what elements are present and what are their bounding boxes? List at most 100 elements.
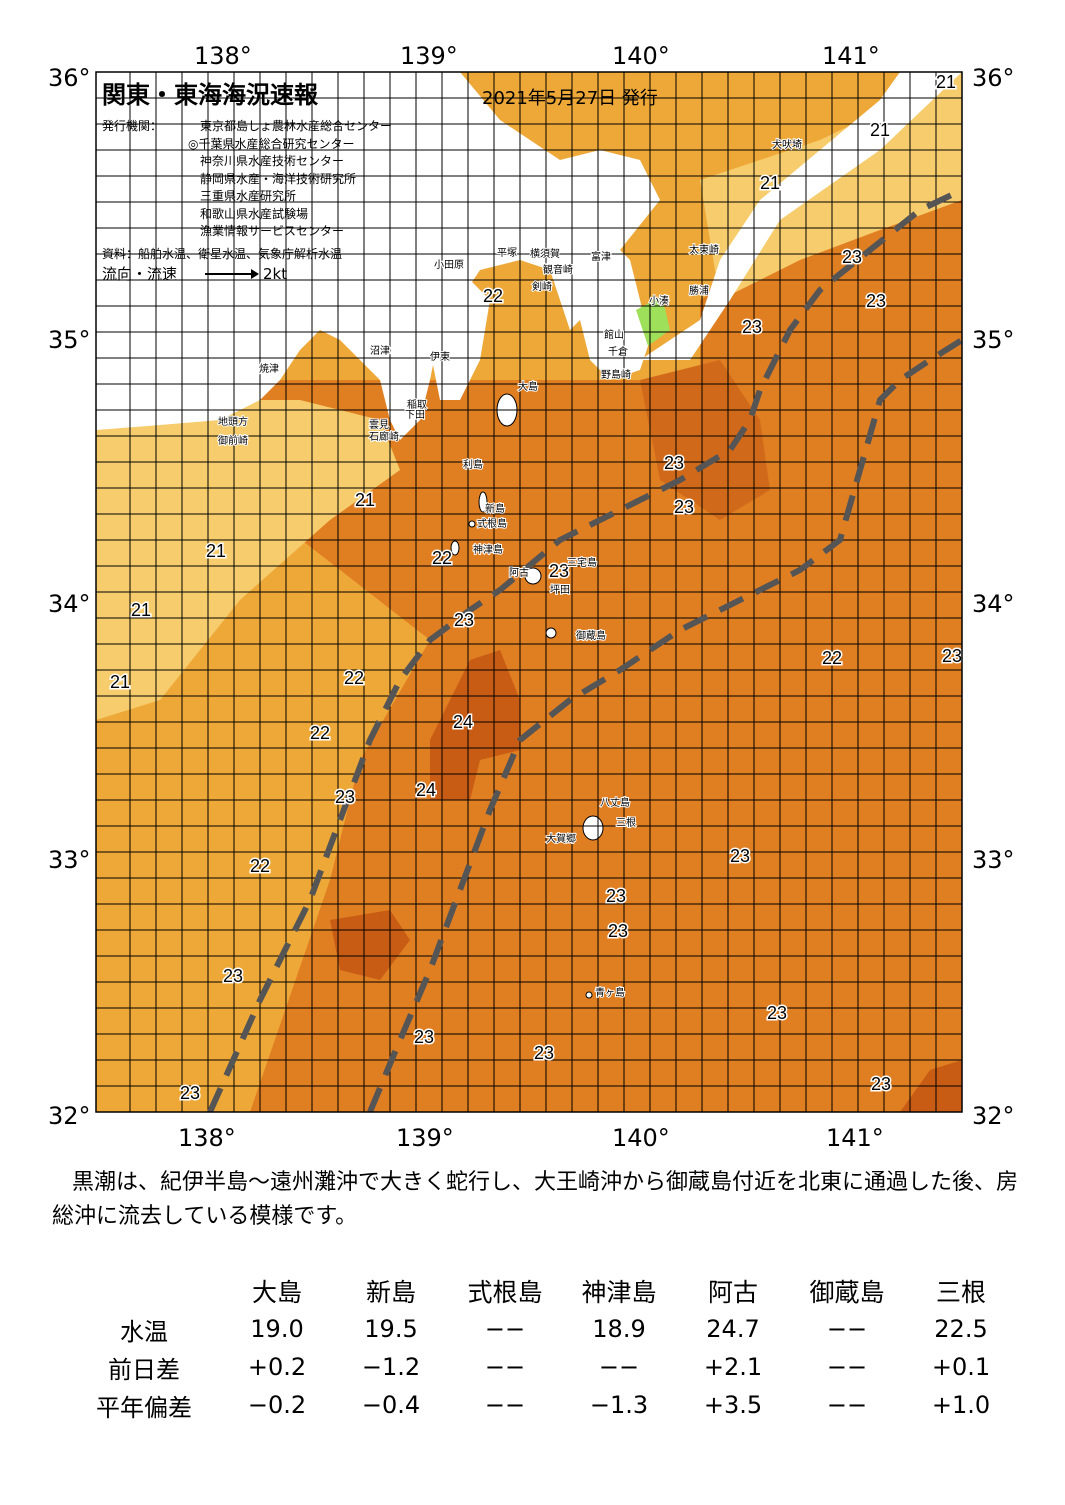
lat-label-34-right: 34°	[972, 590, 1015, 618]
place-label: 神津島	[473, 543, 503, 556]
place-label: 館山	[604, 328, 624, 341]
place-label: 焼津	[259, 363, 279, 375]
place-label: 大島	[518, 380, 538, 393]
temp-label: 23	[223, 966, 243, 986]
place-label: 稲取	[407, 399, 427, 411]
lat-label-32-right: 32°	[972, 1102, 1015, 1130]
land-izu-peninsula	[430, 280, 490, 400]
land-chiba-coast	[640, 72, 962, 360]
lat-label-36-right: 36°	[972, 64, 1015, 92]
lon-label-139-top: 139°	[400, 42, 458, 70]
land-green-patch	[636, 296, 670, 346]
row-label: 平年偏差	[96, 1393, 192, 1422]
ocean-23-warm-patch	[640, 360, 770, 520]
temp-label: 21	[206, 541, 226, 561]
land-honshu	[96, 72, 660, 440]
lat-label-36-left: 36°	[48, 64, 91, 92]
temp-label: 23	[871, 1074, 891, 1094]
table-cell: +0.2	[247, 1353, 307, 1381]
temp-label: 23	[335, 787, 355, 807]
issuer-label: 発行機関：	[102, 119, 163, 133]
temp-label: 23	[549, 561, 569, 581]
temp-label: 21	[131, 600, 151, 620]
lon-label-141-top: 141°	[822, 42, 880, 70]
temp-label: 22	[250, 856, 270, 876]
place-label: 伊東	[430, 350, 450, 363]
place-label: 千倉	[608, 345, 628, 358]
row-label: 水温	[120, 1317, 168, 1346]
observation-table: 大島 新島 式根島 神津島 阿古 御蔵島 三根 水温 19.0 19.5 −− …	[68, 1272, 1018, 1424]
lat-label-33-right: 33°	[972, 846, 1015, 874]
temp-label: 23	[866, 291, 886, 311]
table-cell: 19.5	[364, 1315, 418, 1343]
temp-label: 23	[664, 453, 684, 473]
kuroshio-axis-south	[367, 337, 962, 1112]
table-cell: −−	[826, 1391, 868, 1419]
lat-label-34-left: 34°	[48, 590, 91, 618]
temp-label: 21	[110, 672, 130, 692]
legend-label: 流向・流速	[102, 265, 178, 283]
place-label: 三根	[616, 816, 636, 829]
station-header: 御蔵島	[809, 1278, 885, 1307]
temp-label: 23	[742, 317, 762, 337]
table-cell: −−	[484, 1391, 526, 1419]
legend-speed: 2kt	[263, 265, 288, 283]
table-cell: −1.2	[361, 1353, 421, 1381]
temp-label: 23	[674, 497, 694, 517]
row-label: 前日差	[108, 1355, 180, 1384]
temp-label: 23	[730, 846, 750, 866]
issuer-name: 静岡県水産・海洋技術研究所	[200, 171, 357, 186]
island-aogashima	[585, 991, 593, 999]
temp-label: 21	[936, 72, 956, 92]
temp-label: 23	[606, 886, 626, 906]
issuer-name: 神奈川県水産技術センター	[200, 154, 345, 168]
current-legend: 流向・流速 2kt	[102, 264, 287, 284]
temp-label: 22	[310, 723, 330, 743]
temp-label: 23	[414, 1027, 434, 1047]
temp-label: 23	[842, 247, 862, 267]
place-label: 八丈島	[600, 796, 630, 809]
table-cell: −−	[598, 1353, 640, 1381]
station-header: 神津島	[581, 1278, 657, 1307]
place-label: 沼津	[370, 344, 390, 357]
land-numazu	[380, 320, 398, 352]
place-label: 勝浦	[689, 284, 709, 297]
temp-label: 23	[454, 610, 474, 630]
table-cell: 24.7	[706, 1315, 760, 1343]
arrow-icon	[205, 269, 260, 279]
summary-text: 黒潮は、紀伊半島～遠州灘沖で大きく蛇行し、大王崎沖から御蔵島付近を北東に通過した…	[52, 1170, 1019, 1229]
temp-label: 24	[453, 712, 473, 732]
place-label: 地頭方	[218, 415, 248, 428]
issue-date: 2021年5月27日 発行	[482, 88, 658, 109]
place-label: 阿古	[509, 566, 529, 579]
temp-label: 22	[432, 548, 452, 568]
sea-temperature-map: 21 21 21 21 21 21 21 22 22 22 22 22 22 2…	[95, 71, 963, 1113]
table-cell: −−	[826, 1353, 868, 1381]
issuer-name: ◎千葉県水産総合研究センター	[188, 136, 355, 151]
issuer-name: 漁業情報サービスセンター	[200, 224, 345, 238]
island-shikinejima	[468, 520, 476, 528]
lon-label-139-bottom: 139°	[396, 1124, 454, 1152]
table-cell: −0.2	[247, 1391, 307, 1419]
place-label: 新島	[485, 502, 505, 515]
place-label: 野島崎	[601, 368, 631, 381]
table-cell: 19.0	[250, 1315, 304, 1343]
issuer-name: 東京都島しょ農林水産総合センター	[200, 119, 393, 133]
island-niijima	[478, 491, 488, 513]
place-label: 平塚	[497, 247, 517, 259]
temp-label: 24	[416, 780, 436, 800]
place-label: 小湊	[649, 294, 669, 307]
island-miyakejima	[524, 567, 542, 585]
place-label: 石廊崎	[369, 430, 399, 443]
map-title: 関東・東海海況速報	[102, 81, 318, 109]
station-header: 三根	[935, 1278, 986, 1307]
lon-label-141-bottom: 141°	[826, 1124, 884, 1152]
table-cell: +0.1	[931, 1353, 991, 1381]
ocean-21-zone-west	[96, 400, 400, 720]
table-cell: −0.4	[361, 1391, 421, 1419]
table-cell: +2.1	[703, 1353, 763, 1381]
temp-label: 22	[344, 668, 364, 688]
island-mikurajima	[545, 627, 557, 639]
lat-label-35-left: 35°	[48, 326, 91, 354]
station-header: 大島	[251, 1278, 302, 1307]
